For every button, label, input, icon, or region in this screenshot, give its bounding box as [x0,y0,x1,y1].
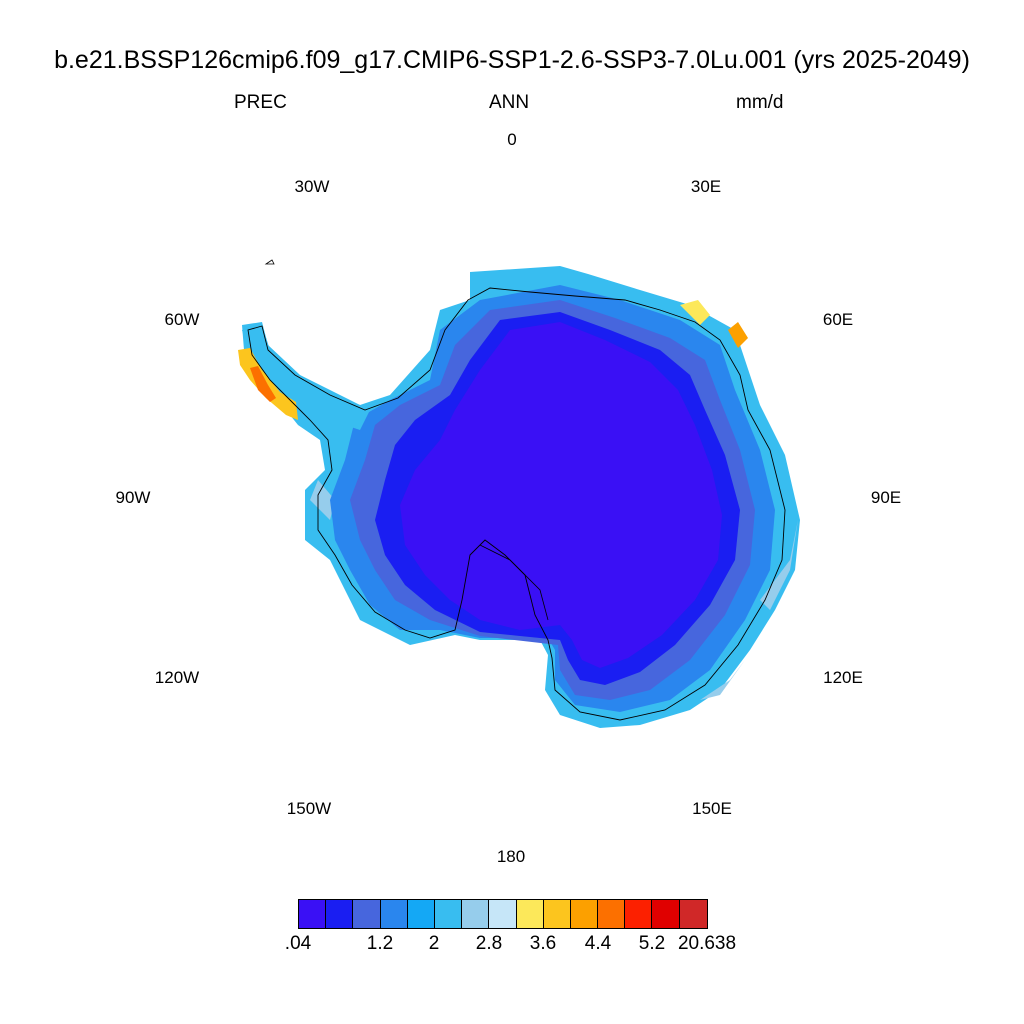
lon-label-90w: 90W [115,488,151,507]
colorbar-label: 2 [428,933,440,954]
peninsula [242,322,370,430]
plot-title: b.e21.BSSP126cmip6.f09_g17.CMIP6-SSP1-2.… [54,46,970,74]
lon-label-0: 0 [507,130,517,149]
season-label: ANN [489,92,530,113]
colorbar-label: 1.2 [366,933,394,954]
colorbar-swatch [652,900,680,928]
colorbar-swatch [679,900,707,928]
colorbar-swatch [598,900,626,928]
colorbar-label: 2.8 [475,933,503,954]
colorbar-label: 4.4 [584,933,612,954]
colorbar-swatch [543,900,571,928]
island-outline [264,259,275,265]
colorbar-swatch [407,900,435,928]
coastline [247,287,786,721]
interior-plateau [400,322,722,668]
colorbar-swatch [516,900,544,928]
colorbar-swatch [380,900,408,928]
lon-label-150w: 150W [286,799,332,818]
lon-label-60e: 60E [822,310,854,329]
lon-label-60w: 60W [164,310,200,329]
colorbar-label: .04 [284,933,312,954]
colorbar-swatch [489,900,517,928]
east-warm-patch [680,300,710,325]
colorbar-swatch [434,900,463,928]
variable-label: PREC [234,92,287,113]
lon-label-30w: 30W [294,177,330,196]
colorbar-label: 20.638 [677,933,737,954]
peninsula-warm-strip [238,348,298,420]
lon-label-30e: 30E [690,177,722,196]
colorbar-swatch [462,900,490,928]
colorbar [298,899,708,929]
lon-label-120e: 120E [823,668,863,687]
lon-label-120w: 120W [154,668,200,687]
units-label: mm/d [736,92,784,113]
peninsula-hot-strip [250,366,276,402]
colorbar-swatch [299,900,327,928]
colorbar-swatch [353,900,381,928]
east-warm-patch-2 [728,322,748,348]
colorbar-swatch [570,900,599,928]
lon-label-150e: 150E [692,799,732,818]
ross-ice-shelf-line [479,544,549,621]
colorbar-label: 3.6 [529,933,557,954]
colorbar-swatch [625,900,653,928]
colorbar-label: 5.2 [638,933,666,954]
lon-label-90e: 90E [870,488,902,507]
lon-label-180: 180 [496,847,526,866]
colorbar-swatch [326,900,354,928]
